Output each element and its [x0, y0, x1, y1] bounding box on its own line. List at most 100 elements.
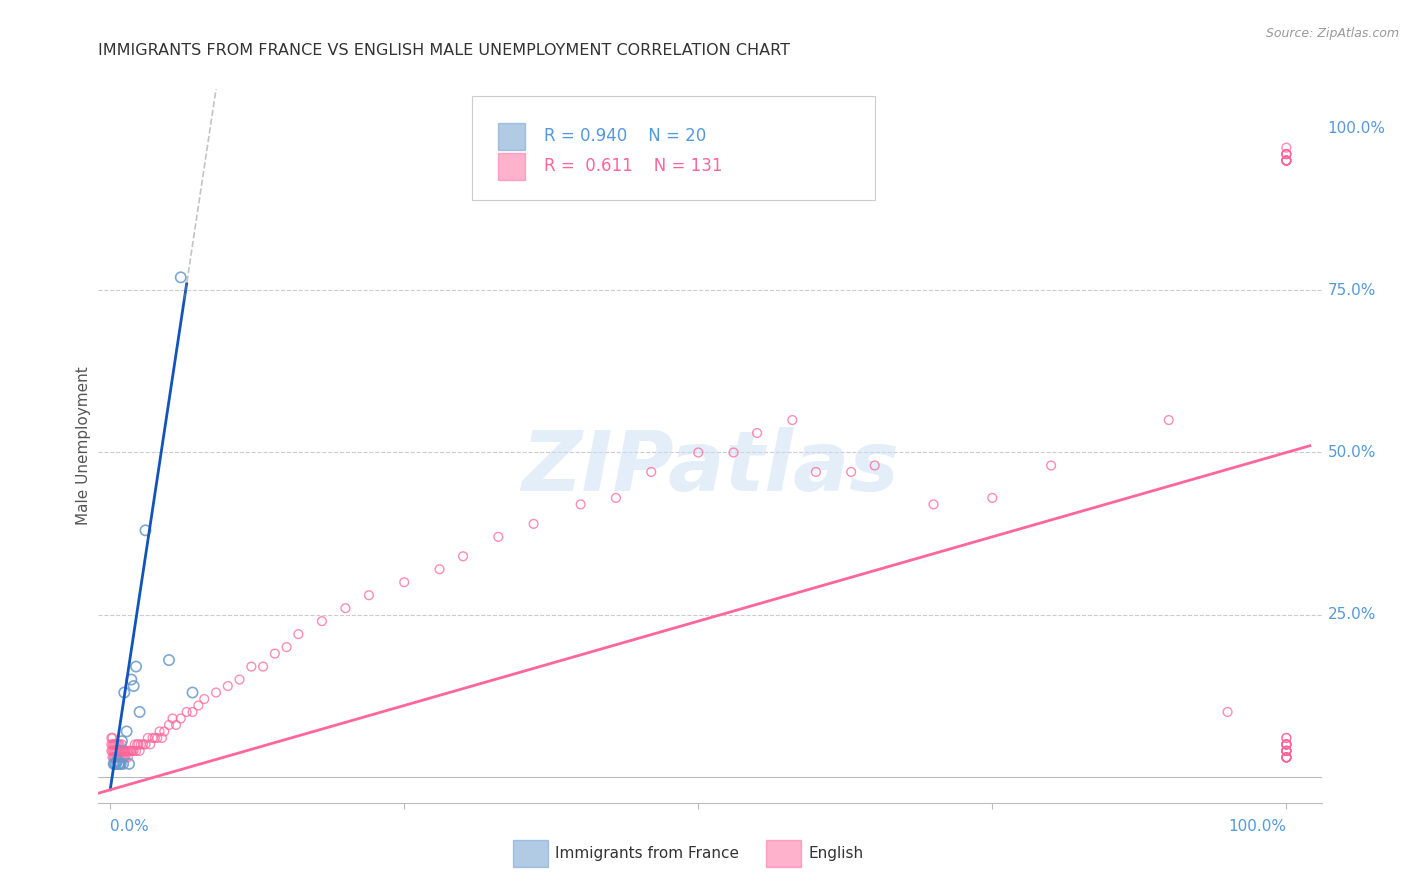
Point — [240, 659, 263, 673]
Point — [187, 698, 209, 713]
Point — [103, 738, 125, 752]
Point — [104, 750, 127, 764]
Point — [104, 744, 127, 758]
Point — [1275, 153, 1298, 168]
Point — [157, 653, 180, 667]
Point — [165, 718, 187, 732]
Point — [1275, 153, 1298, 168]
Point — [128, 744, 150, 758]
Point — [782, 413, 804, 427]
Point — [451, 549, 474, 564]
Point — [111, 744, 134, 758]
Point — [217, 679, 239, 693]
Point — [111, 734, 134, 748]
Point — [112, 756, 135, 771]
Text: Immigrants from France: Immigrants from France — [555, 847, 740, 861]
Text: 25.0%: 25.0% — [1327, 607, 1376, 622]
Point — [134, 524, 156, 538]
Point — [1275, 147, 1298, 161]
Point — [429, 562, 451, 576]
Y-axis label: Male Unemployment: Male Unemployment — [76, 367, 91, 525]
Point — [101, 738, 124, 752]
Point — [157, 718, 180, 732]
Point — [1275, 744, 1298, 758]
Point — [111, 738, 134, 752]
Point — [132, 738, 155, 752]
Point — [1275, 153, 1298, 168]
Point — [117, 744, 139, 758]
Point — [1275, 147, 1298, 161]
Point — [141, 731, 163, 745]
Text: 0.0%: 0.0% — [110, 819, 149, 834]
Point — [107, 738, 129, 752]
Text: 50.0%: 50.0% — [1327, 445, 1376, 460]
Point — [839, 465, 862, 479]
Point — [276, 640, 298, 654]
Point — [1275, 738, 1298, 752]
Point — [1275, 750, 1298, 764]
Point — [105, 738, 128, 752]
Point — [125, 659, 148, 673]
Point — [1275, 731, 1298, 745]
Text: 75.0%: 75.0% — [1327, 283, 1376, 298]
Point — [1275, 147, 1298, 161]
Point — [105, 738, 128, 752]
Point — [863, 458, 886, 473]
Point — [176, 705, 198, 719]
Point — [1275, 744, 1298, 758]
Text: 100.0%: 100.0% — [1327, 120, 1385, 136]
Point — [112, 744, 135, 758]
Point — [107, 756, 129, 771]
Point — [1275, 147, 1298, 161]
Point — [1275, 153, 1298, 168]
Point — [120, 744, 142, 758]
Text: ZIPatlas: ZIPatlas — [522, 427, 898, 508]
Point — [146, 731, 169, 745]
Text: English: English — [808, 847, 863, 861]
Point — [122, 679, 145, 693]
Point — [181, 685, 204, 699]
Point — [1275, 153, 1298, 168]
Point — [1216, 705, 1239, 719]
Point — [1040, 458, 1063, 473]
Text: IMMIGRANTS FROM FRANCE VS ENGLISH MALE UNEMPLOYMENT CORRELATION CHART: IMMIGRANTS FROM FRANCE VS ENGLISH MALE U… — [98, 43, 790, 58]
Point — [335, 601, 357, 615]
Point — [1275, 738, 1298, 752]
Point — [101, 750, 124, 764]
Point — [120, 673, 142, 687]
Point — [101, 731, 124, 745]
FancyBboxPatch shape — [498, 123, 526, 150]
Point — [121, 744, 143, 758]
Point — [100, 731, 122, 745]
Point — [111, 750, 134, 764]
Point — [1275, 140, 1298, 154]
Point — [105, 744, 128, 758]
Point — [112, 750, 135, 764]
Point — [139, 738, 162, 752]
Point — [263, 647, 285, 661]
Point — [1157, 413, 1180, 427]
Point — [103, 750, 125, 764]
FancyBboxPatch shape — [498, 153, 526, 180]
Text: R =  0.611    N = 131: R = 0.611 N = 131 — [544, 157, 723, 175]
Point — [228, 673, 250, 687]
Point — [108, 744, 131, 758]
Point — [804, 465, 827, 479]
Point — [105, 756, 128, 771]
Point — [1275, 744, 1298, 758]
Point — [118, 744, 141, 758]
Point — [115, 744, 138, 758]
Text: Source: ZipAtlas.com: Source: ZipAtlas.com — [1265, 27, 1399, 40]
Point — [114, 744, 136, 758]
Point — [108, 738, 131, 752]
Point — [136, 731, 159, 745]
Point — [105, 744, 128, 758]
Point — [605, 491, 627, 505]
Point — [252, 659, 274, 673]
Point — [128, 705, 150, 719]
Point — [1275, 750, 1298, 764]
Point — [981, 491, 1004, 505]
Point — [745, 425, 768, 440]
Point — [105, 750, 128, 764]
Point — [104, 756, 127, 771]
